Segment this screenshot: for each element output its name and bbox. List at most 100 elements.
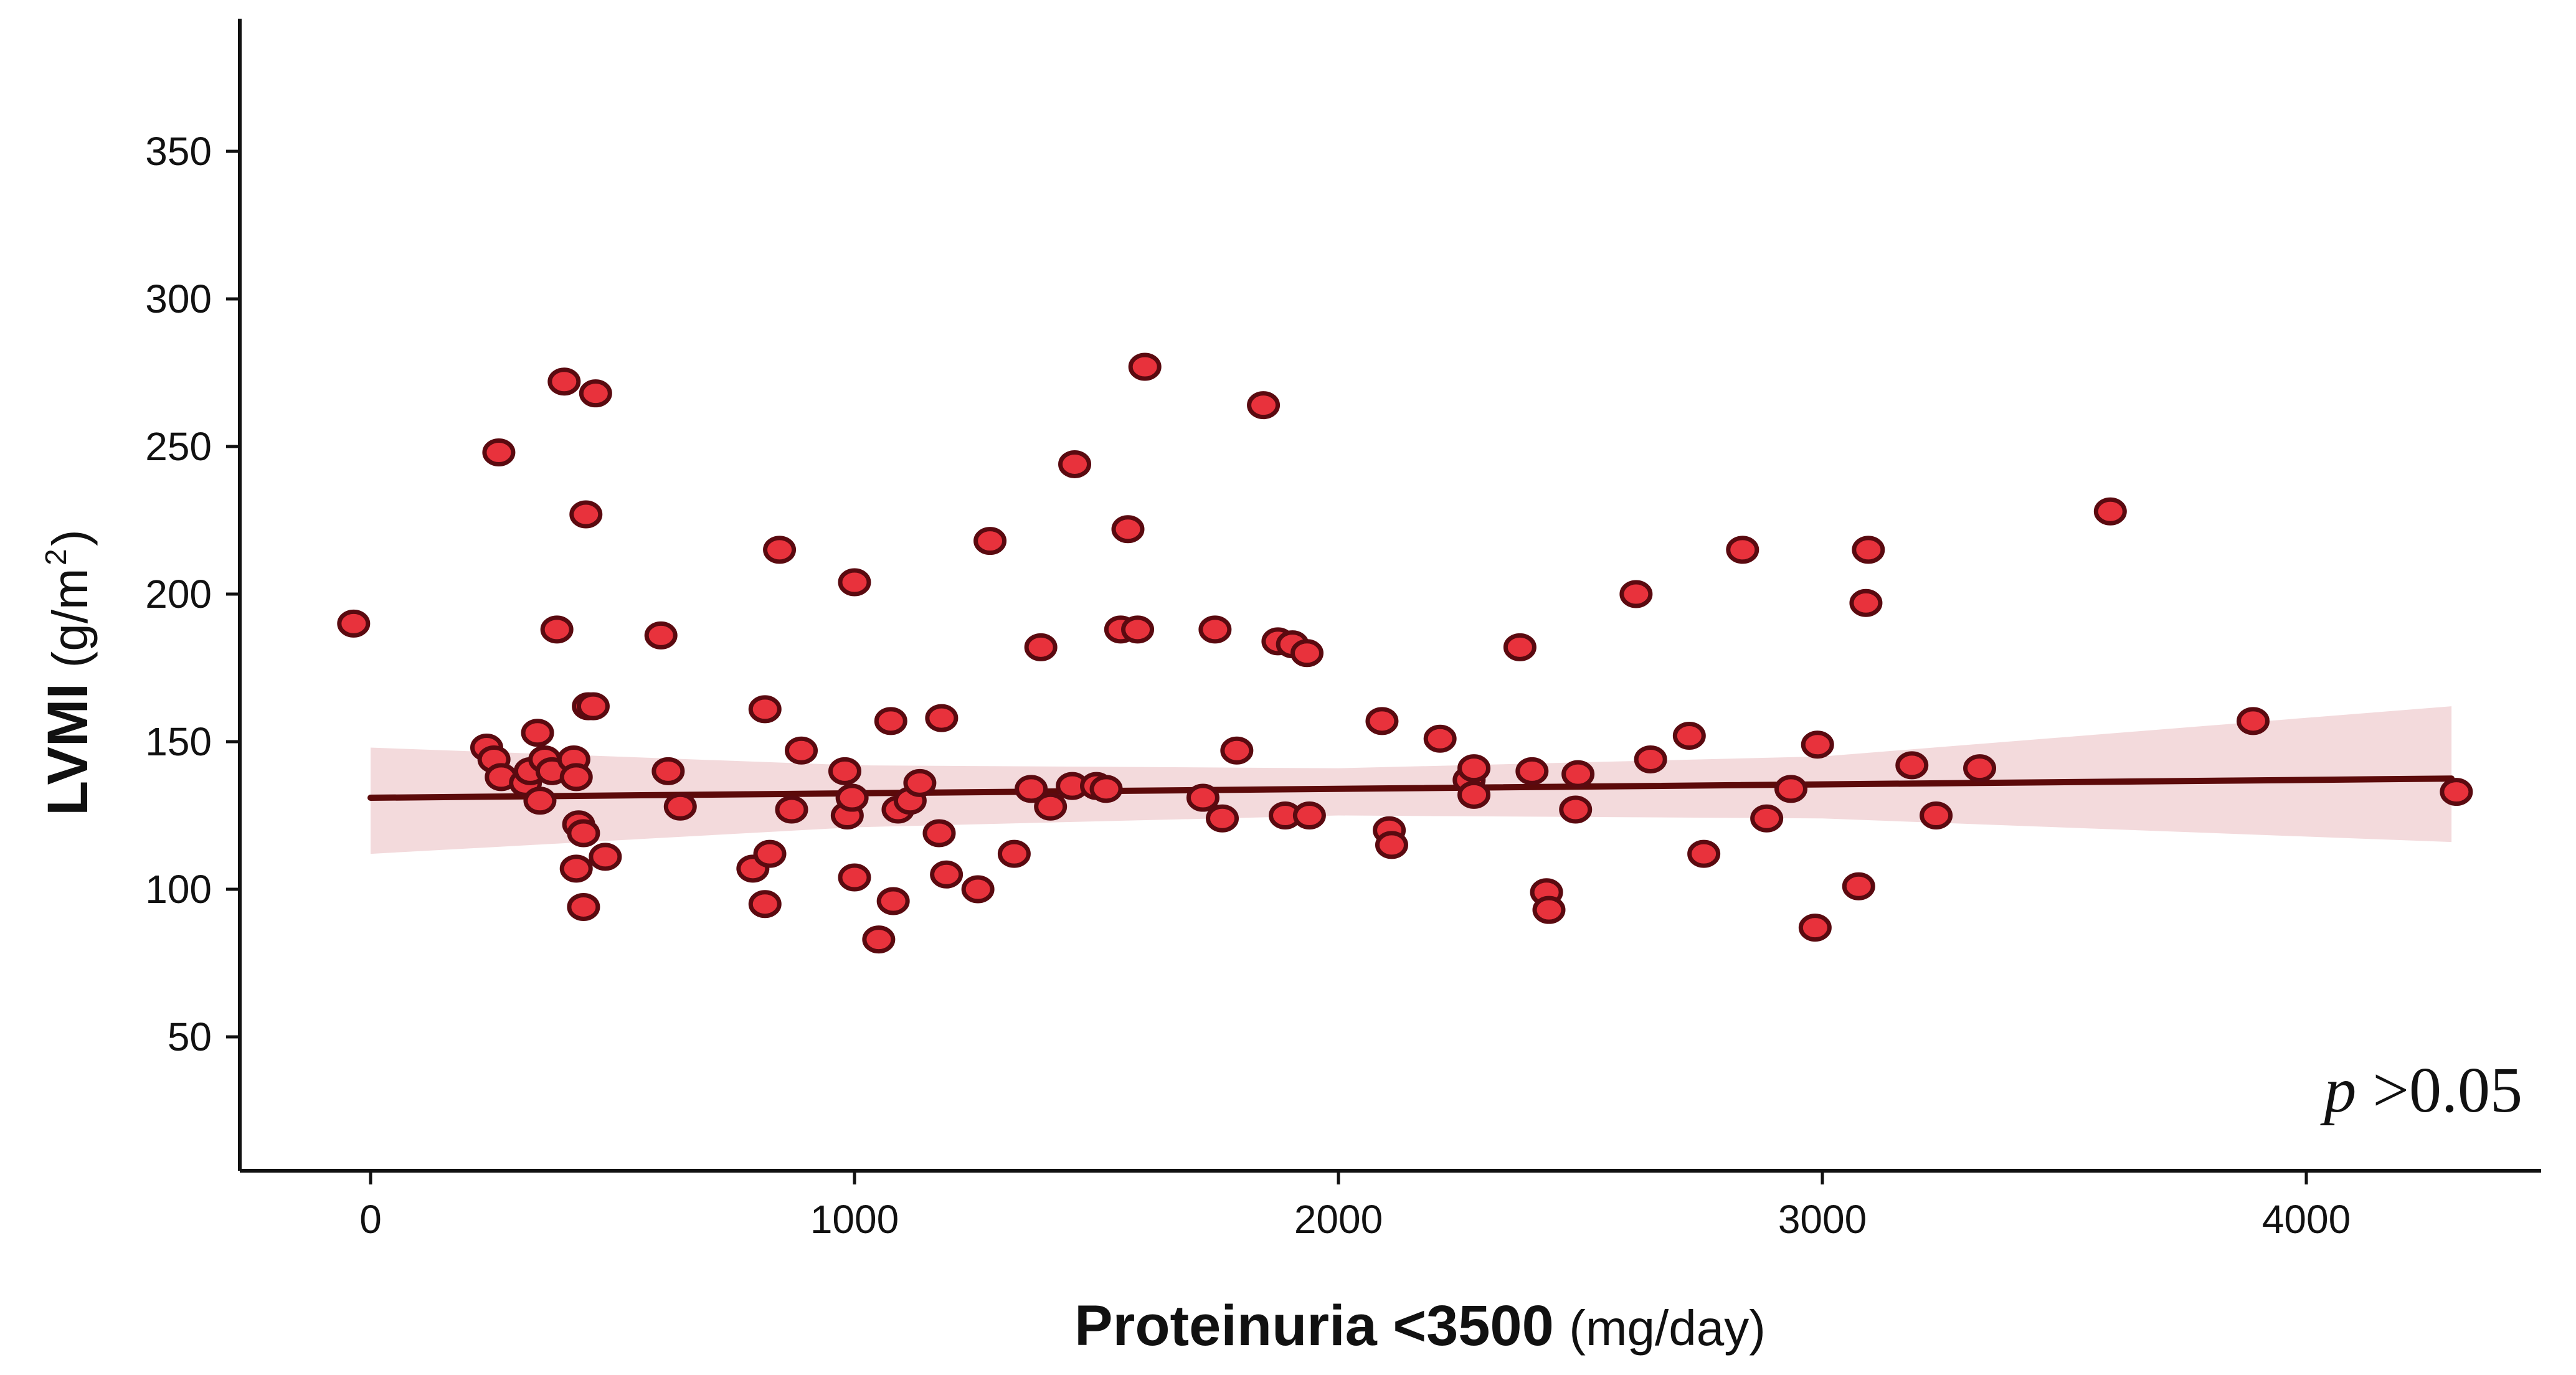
data-point: [1375, 831, 1408, 859]
y-tick-label: 350: [145, 129, 212, 174]
data-point: [1852, 536, 1885, 564]
y-axis-title-superscript: 2: [40, 549, 73, 565]
data-point: [862, 925, 896, 954]
data-point: [997, 839, 1031, 868]
y-axis-title-main: LVMI: [36, 683, 100, 816]
x-tick-label: 3000: [1778, 1197, 1867, 1242]
data-point: [1515, 757, 1549, 785]
x-tick-label: 0: [359, 1197, 382, 1242]
data-point: [838, 863, 871, 892]
data-point: [1457, 780, 1491, 809]
data-point: [1247, 391, 1281, 420]
data-point: [1128, 352, 1162, 381]
data-point: [2237, 707, 2270, 735]
data-point: [1206, 804, 1239, 833]
data-point: [1774, 775, 1807, 803]
data-point: [1920, 801, 1953, 829]
y-tick-label: 250: [145, 424, 212, 469]
data-point: [1849, 588, 1883, 617]
data-point: [925, 704, 959, 732]
data-point: [567, 892, 600, 921]
data-point: [1963, 754, 1997, 783]
data-point: [785, 736, 818, 765]
data-point: [663, 792, 697, 821]
data-point: [1801, 730, 1834, 759]
data-point: [1559, 795, 1593, 824]
x-axis-title: Proteinuria <3500 (mg/day): [1074, 1294, 1766, 1358]
data-point: [1015, 775, 1048, 803]
data-point: [1532, 895, 1566, 924]
ticks-layer: 0 1000 2000 3000 4000 50 100 150 200 250 300 350: [145, 129, 2351, 1242]
data-point: [1561, 760, 1595, 788]
data-point: [930, 860, 964, 889]
data-point: [1423, 724, 1457, 753]
data-point: [1895, 751, 1929, 780]
data-point: [1198, 615, 1232, 644]
data-point: [559, 763, 593, 791]
data-point: [922, 819, 956, 848]
points-layer: [337, 352, 2473, 954]
y-tick-label: 50: [168, 1014, 212, 1059]
data-point: [874, 707, 907, 735]
data-point: [521, 719, 554, 747]
data-point: [1457, 754, 1491, 783]
data-point: [1058, 450, 1092, 478]
data-point: [903, 768, 937, 797]
data-point: [1365, 707, 1399, 735]
data-point: [523, 787, 557, 815]
data-point: [1842, 872, 1875, 900]
data-point: [835, 783, 869, 812]
data-point: [547, 367, 581, 396]
data-point: [1186, 783, 1219, 812]
regression-line: [367, 775, 2455, 801]
x-tick-label: 1000: [810, 1197, 899, 1242]
data-point: [838, 568, 871, 597]
data-point: [1292, 801, 1326, 829]
p-value-annotation: p >0.05: [2319, 1054, 2522, 1126]
data-point: [1634, 745, 1667, 773]
data-point: [1024, 633, 1058, 661]
data-point: [651, 757, 685, 785]
data-point: [482, 438, 516, 466]
y-axis-title: LVMI (g/m 2 ): [36, 529, 100, 816]
x-axis-title-main: Proteinuria <3500: [1074, 1294, 1554, 1358]
data-point: [1619, 580, 1653, 608]
data-point: [337, 609, 371, 638]
data-point: [2093, 497, 2127, 526]
data-point: [1798, 914, 1832, 942]
y-tick-label: 150: [145, 719, 212, 764]
fit-line-layer: [367, 775, 2455, 801]
y-tick-label: 100: [145, 867, 212, 912]
data-point: [1750, 804, 1784, 833]
y-tick-label: 200: [145, 572, 212, 617]
p-value-symbol: p: [2319, 1054, 2356, 1126]
y-axis-title-close: ): [42, 529, 98, 546]
data-point: [973, 527, 1007, 555]
data-point: [579, 379, 612, 408]
data-point: [644, 621, 678, 650]
data-point: [748, 890, 782, 919]
data-point: [2440, 778, 2473, 806]
data-point: [1290, 639, 1324, 668]
y-axis-title-unit: (g/m: [42, 568, 98, 668]
data-point: [567, 819, 600, 848]
data-point: [1034, 792, 1068, 821]
data-point: [1503, 633, 1537, 661]
data-point: [753, 839, 787, 868]
data-point: [1121, 615, 1155, 644]
data-point: [748, 695, 782, 724]
data-point: [876, 887, 910, 915]
p-value-text: >0.05: [2356, 1054, 2522, 1126]
data-point: [775, 795, 808, 824]
y-tick-label: 300: [145, 276, 212, 321]
data-point: [1672, 722, 1706, 750]
data-point: [828, 757, 861, 785]
x-tick-label: 2000: [1294, 1197, 1383, 1242]
data-point: [589, 843, 622, 871]
data-point: [961, 875, 995, 904]
data-point: [1111, 515, 1145, 544]
data-point: [576, 692, 610, 721]
data-point: [1220, 736, 1254, 765]
